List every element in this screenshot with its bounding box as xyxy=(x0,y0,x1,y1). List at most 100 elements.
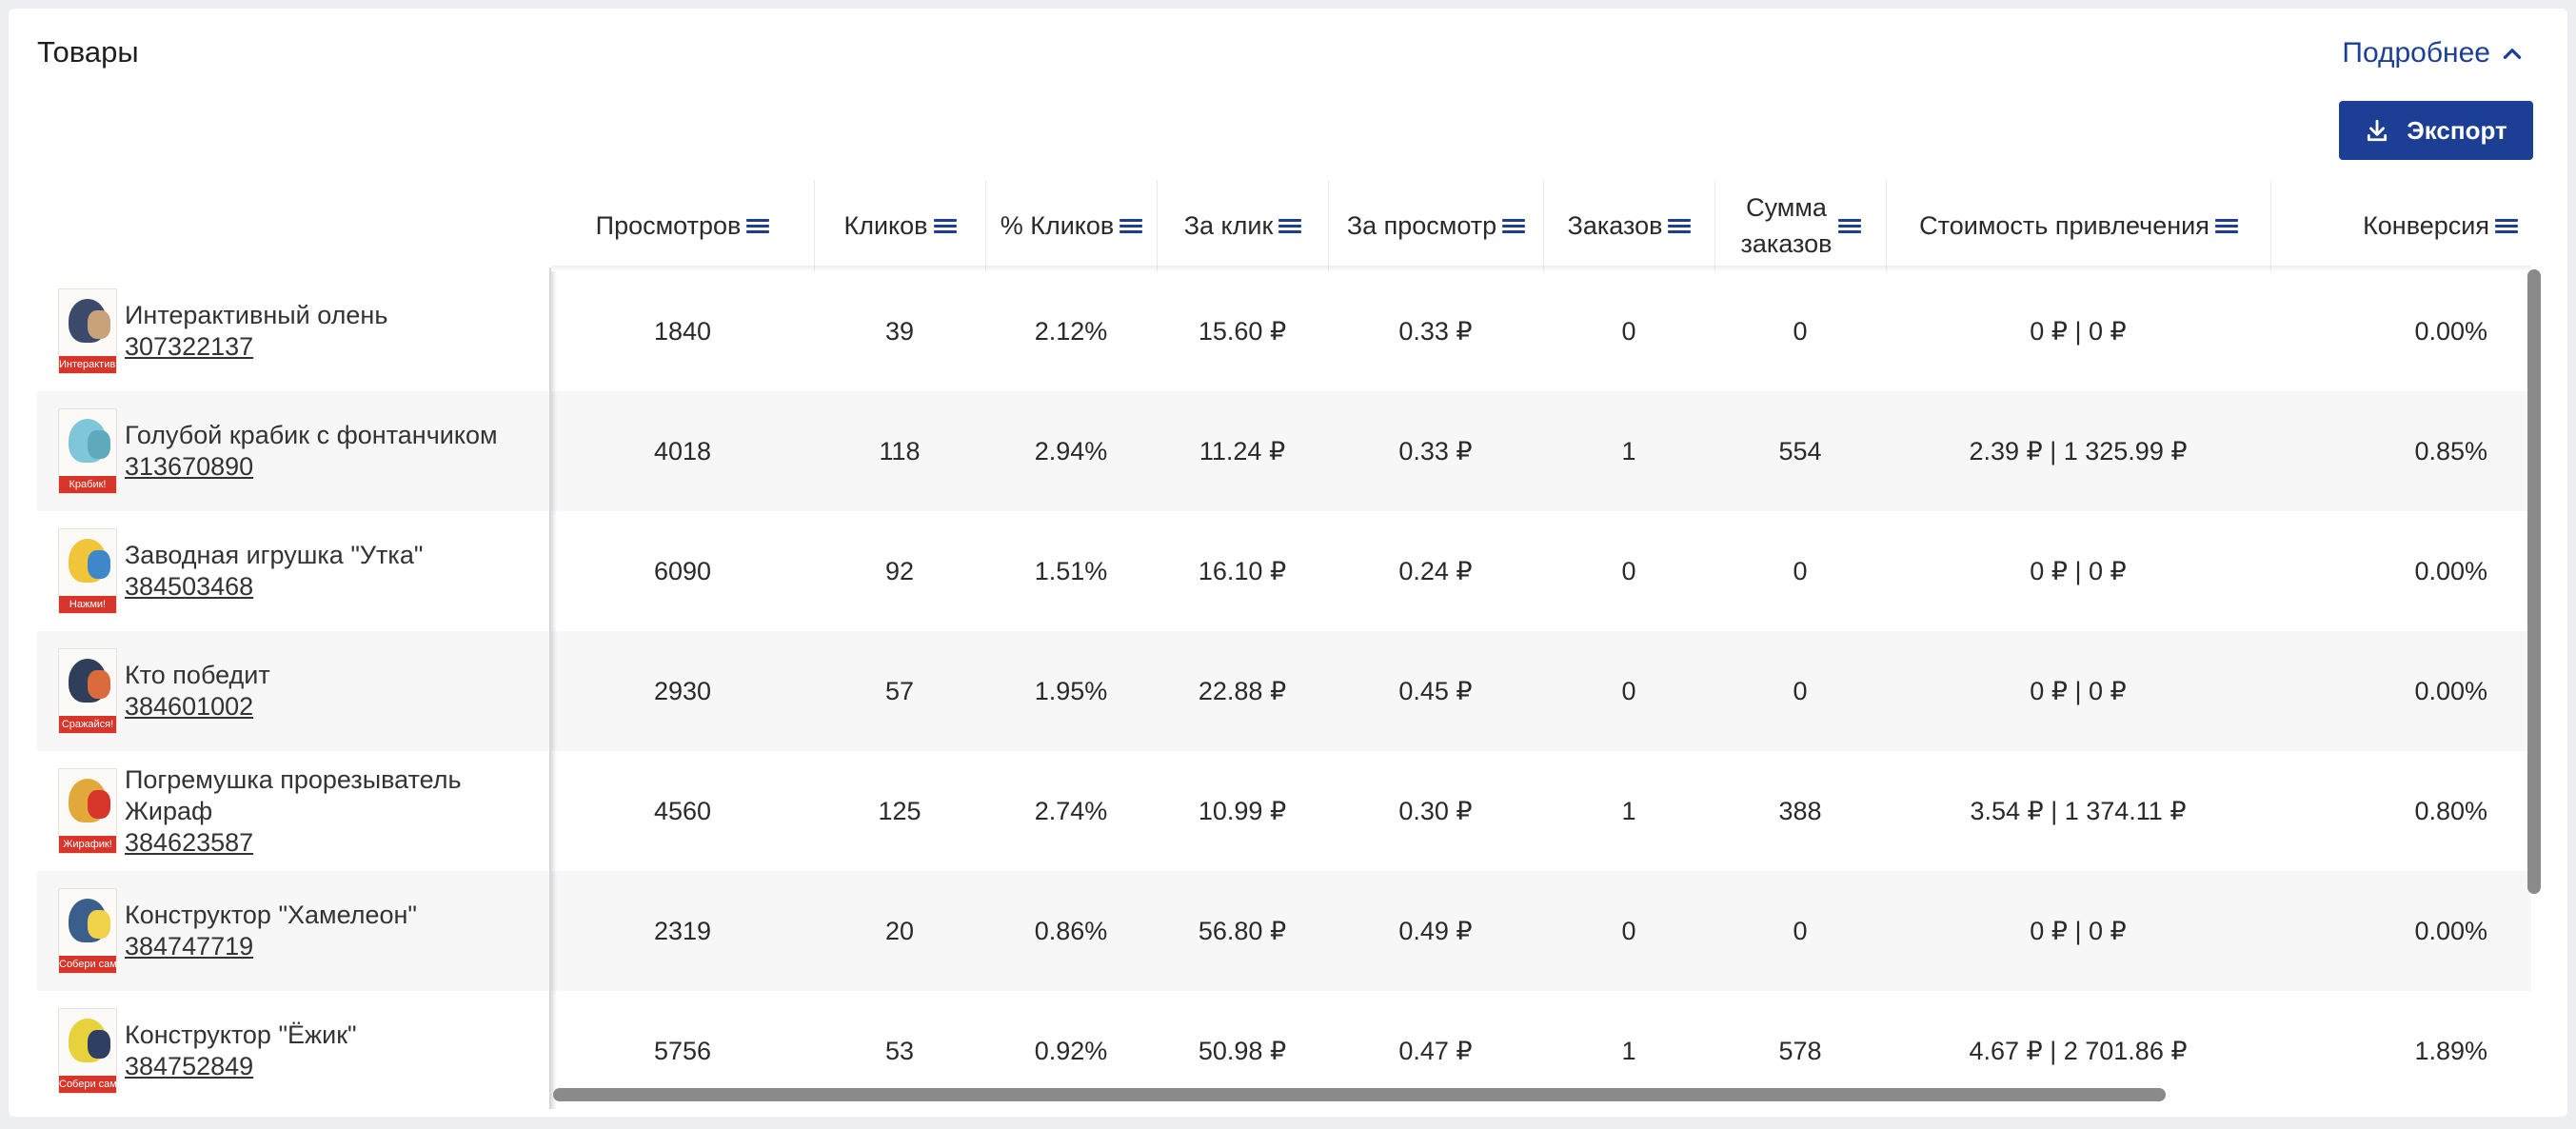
cell-orders: 0 xyxy=(1621,916,1636,945)
table-row[interactable]: Собери сам! Конструктор "Ёжик" 384752849 57… xyxy=(37,991,2531,1111)
cell-acquisition-cost: 0 ₽ | 0 ₽ xyxy=(2030,916,2127,945)
product-info: Голубой крабик с фонтанчиком 313670890 xyxy=(125,420,544,483)
cell-ctr: 2.94% xyxy=(1034,436,1108,465)
column-header-per-view[interactable]: За просмотр xyxy=(1328,180,1543,271)
section-title: Товары xyxy=(37,35,139,69)
thumbnail-art xyxy=(88,670,110,699)
cell-per-view: 0.47 ₽ xyxy=(1398,1036,1473,1065)
column-header-acquisition-cost[interactable]: Стоимость привлечения xyxy=(1886,180,2270,271)
product-sku-link[interactable]: 307322137 xyxy=(125,332,254,361)
table-row[interactable]: Жирафик! Погремушка прорезыватель Жираф 38… xyxy=(37,751,2531,871)
column-menu-icon[interactable] xyxy=(1278,216,1302,235)
column-menu-icon[interactable] xyxy=(2214,216,2238,235)
column-header-orders[interactable]: Заказов xyxy=(1543,180,1714,271)
product-cell: Интерактивный Интерактивный олень 30732213… xyxy=(37,271,551,391)
product-thumbnail[interactable]: Интерактивный xyxy=(58,288,117,374)
column-menu-icon[interactable] xyxy=(746,216,770,235)
horizontal-scrollbar[interactable] xyxy=(553,1088,2166,1101)
cell-clicks: 53 xyxy=(884,1036,915,1065)
chevron-up-icon xyxy=(2503,49,2522,59)
column-menu-icon[interactable] xyxy=(1502,216,1526,235)
cell-conversion: 0.85% xyxy=(2414,436,2487,465)
column-header-views[interactable]: Просмотров xyxy=(551,180,814,271)
cell-clicks: 57 xyxy=(884,676,915,705)
cell-conversion: 1.89% xyxy=(2414,1036,2487,1065)
cell-orders: 1 xyxy=(1621,436,1636,465)
header-shadow xyxy=(551,266,2531,271)
table-row[interactable]: Интерактивный Интерактивный олень 30732213… xyxy=(37,271,2531,391)
product-name: Заводная игрушка "Утка" xyxy=(125,541,424,569)
cell-orders-sum: 0 xyxy=(1793,556,1808,585)
cell-views: 2930 xyxy=(653,676,712,705)
product-sku-link[interactable]: 384752849 xyxy=(125,1052,254,1080)
cell-conversion: 0.80% xyxy=(2414,796,2487,825)
product-sku-link[interactable]: 384601002 xyxy=(125,692,254,721)
product-thumbnail[interactable]: Сражайся! xyxy=(58,648,117,734)
product-thumbnail[interactable]: Крабик! xyxy=(58,408,117,494)
cell-views: 2319 xyxy=(653,916,712,945)
product-cell: Жирафик! Погремушка прорезыватель Жираф 38… xyxy=(37,751,551,871)
cell-per-click: 22.88 ₽ xyxy=(1198,676,1287,705)
cell-acquisition-cost: 0 ₽ | 0 ₽ xyxy=(2030,676,2127,705)
product-thumbnail[interactable]: Собери сам! xyxy=(58,888,117,974)
thumbnail-art xyxy=(88,310,110,339)
cell-per-view: 0.30 ₽ xyxy=(1398,796,1473,825)
cell-orders: 0 xyxy=(1621,316,1636,346)
product-sku-link[interactable]: 384747719 xyxy=(125,932,254,961)
table-row[interactable]: Нажми! Заводная игрушка "Утка" 384503468 60… xyxy=(37,511,2531,631)
product-thumbnail[interactable]: Собери сам! xyxy=(58,1008,117,1094)
column-header-clicks[interactable]: Кликов xyxy=(814,180,985,271)
table-row[interactable]: Сражайся! Кто победит 384601002 2930 57 1.95%… xyxy=(37,631,2531,751)
cell-per-view: 0.24 ₽ xyxy=(1398,556,1473,585)
cell-clicks: 20 xyxy=(884,916,915,945)
more-details-label: Подробнее xyxy=(2342,37,2490,69)
cell-clicks: 39 xyxy=(884,316,915,346)
more-details-link[interactable]: Подробнее xyxy=(2342,37,2525,69)
vertical-scrollbar[interactable] xyxy=(2527,269,2541,894)
cell-per-click: 16.10 ₽ xyxy=(1198,556,1287,585)
column-header-label: Заказов xyxy=(1567,211,1663,240)
column-header-label: Кликов xyxy=(843,211,928,240)
table-row[interactable]: Крабик! Голубой крабик с фонтанчиком 31367… xyxy=(37,391,2531,511)
column-header-orders-sum[interactable]: Сумма заказов xyxy=(1714,180,1886,271)
cell-ctr: 0.92% xyxy=(1034,1036,1108,1065)
column-menu-icon[interactable] xyxy=(1837,216,1861,235)
product-sku-link[interactable]: 313670890 xyxy=(125,452,254,481)
cell-orders-sum: 388 xyxy=(1778,796,1822,825)
cell-orders-sum: 578 xyxy=(1778,1036,1822,1065)
column-header-ctr[interactable]: % Кликов xyxy=(985,180,1157,271)
cell-acquisition-cost: 2.39 ₽ | 1 325.99 ₽ xyxy=(1969,436,2188,465)
column-menu-icon[interactable] xyxy=(933,216,957,235)
thumbnail-band-label: Собери сам! xyxy=(59,1076,116,1093)
cell-orders: 1 xyxy=(1621,1036,1636,1065)
cell-conversion: 0.00% xyxy=(2414,316,2487,346)
thumbnail-band-label: Сражайся! xyxy=(59,716,116,733)
cell-views: 6090 xyxy=(653,556,712,585)
cell-views: 4560 xyxy=(653,796,712,825)
thumbnail-band-label: Собери сам! xyxy=(59,956,116,973)
product-thumbnail[interactable]: Нажми! xyxy=(58,528,117,614)
cell-orders: 0 xyxy=(1621,676,1636,705)
column-menu-icon[interactable] xyxy=(1668,216,1692,235)
column-menu-icon[interactable] xyxy=(2495,216,2518,235)
table-row[interactable]: Собери сам! Конструктор "Хамелеон" 3847477… xyxy=(37,871,2531,991)
cell-orders-sum: 554 xyxy=(1778,436,1822,465)
product-name: Интерактивный олень xyxy=(125,301,388,329)
sticky-column-shadow xyxy=(551,271,557,1109)
thumbnail-band-label: Крабик! xyxy=(59,476,116,493)
column-menu-icon[interactable] xyxy=(1120,216,1143,235)
product-info: Кто победит 384601002 xyxy=(125,660,544,723)
cell-conversion: 0.00% xyxy=(2414,916,2487,945)
cell-views: 4018 xyxy=(653,436,712,465)
column-header-per-click[interactable]: За клик xyxy=(1157,180,1328,271)
column-header-conversion[interactable]: Конверсия xyxy=(2270,180,2531,271)
product-cell: Нажми! Заводная игрушка "Утка" 384503468 xyxy=(37,511,551,631)
product-sku-link[interactable]: 384503468 xyxy=(125,572,254,601)
product-name: Погремушка прорезыватель Жираф xyxy=(125,764,462,825)
cell-orders-sum: 0 xyxy=(1793,676,1808,705)
export-button[interactable]: Экспорт xyxy=(2339,101,2533,160)
product-info: Заводная игрушка "Утка" 384503468 xyxy=(125,540,544,603)
product-sku-link[interactable]: 384623587 xyxy=(125,827,254,857)
product-thumbnail[interactable]: Жирафик! xyxy=(58,768,117,854)
product-info: Интерактивный олень 307322137 xyxy=(125,300,544,363)
